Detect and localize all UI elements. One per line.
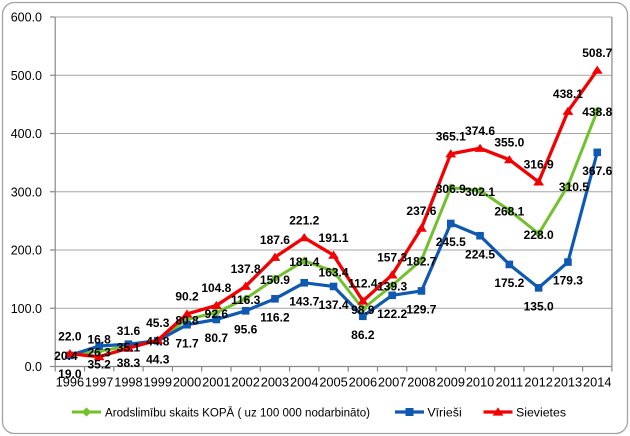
svg-text:44.3: 44.3 [146,352,170,366]
svg-text:104.8: 104.8 [201,281,231,295]
svg-text:191.1: 191.1 [319,231,349,245]
svg-text:0.0: 0.0 [25,360,42,374]
svg-text:Arodslimību skaits KOPĀ ( uz 1: Arodslimību skaits KOPĀ ( uz 100 000 nod… [105,406,370,420]
svg-text:365.1: 365.1 [436,130,466,144]
svg-text:45.3: 45.3 [146,316,170,330]
svg-text:1996: 1996 [56,375,84,390]
svg-text:35.2: 35.2 [87,358,111,372]
svg-text:90.2: 90.2 [175,290,199,304]
svg-text:400.0: 400.0 [11,127,42,141]
svg-text:135.0: 135.0 [524,299,554,313]
svg-text:268.1: 268.1 [494,205,524,219]
svg-text:2002: 2002 [231,375,259,390]
svg-text:137.4: 137.4 [319,298,349,312]
svg-text:355.0: 355.0 [494,135,524,149]
svg-text:175.2: 175.2 [494,276,524,290]
svg-text:1997: 1997 [85,375,113,390]
svg-text:306.9: 306.9 [436,182,466,196]
svg-text:2012: 2012 [524,375,552,390]
svg-text:2000: 2000 [173,375,201,390]
svg-text:367.6: 367.6 [582,164,612,178]
svg-text:98.9: 98.9 [351,303,375,317]
svg-text:92.6: 92.6 [205,307,229,321]
svg-text:26.3: 26.3 [87,345,111,359]
svg-text:200.0: 200.0 [11,244,42,258]
svg-text:Vīrieši: Vīrieši [427,406,461,420]
svg-text:374.6: 374.6 [465,124,495,138]
svg-text:2009: 2009 [437,375,465,390]
svg-text:245.5: 245.5 [436,235,466,249]
svg-text:302.1: 302.1 [465,185,495,199]
svg-text:31.6: 31.6 [117,324,141,338]
svg-text:129.7: 129.7 [406,303,436,317]
svg-text:150.9: 150.9 [260,273,290,287]
svg-text:181.4: 181.4 [289,255,319,269]
svg-text:35.1: 35.1 [117,340,141,354]
svg-text:2007: 2007 [378,375,406,390]
svg-text:2013: 2013 [554,375,582,390]
svg-text:1998: 1998 [114,375,142,390]
svg-text:187.6: 187.6 [260,233,290,247]
svg-text:139.3: 139.3 [377,280,407,294]
svg-text:600.0: 600.0 [11,11,42,25]
svg-text:224.5: 224.5 [465,247,495,261]
svg-text:157.3: 157.3 [377,251,407,265]
svg-text:19.0: 19.0 [58,367,82,381]
svg-text:143.7: 143.7 [289,294,319,308]
svg-text:2004: 2004 [290,375,318,390]
svg-text:137.8: 137.8 [231,262,261,276]
svg-text:2006: 2006 [349,375,377,390]
svg-text:310.5: 310.5 [559,180,589,194]
svg-text:Sievietes: Sievietes [516,406,566,420]
svg-text:300.0: 300.0 [11,185,42,199]
svg-text:2005: 2005 [319,375,347,390]
svg-text:20.4: 20.4 [54,349,78,363]
svg-text:71.7: 71.7 [175,336,199,350]
svg-text:2001: 2001 [202,375,230,390]
svg-text:2008: 2008 [407,375,435,390]
svg-text:16.8: 16.8 [87,332,111,346]
svg-text:500.0: 500.0 [11,69,42,83]
svg-text:163.4: 163.4 [319,266,349,280]
svg-text:95.6: 95.6 [234,322,258,336]
svg-text:122.2: 122.2 [377,307,407,321]
svg-text:316.9: 316.9 [524,158,554,172]
svg-text:116.3: 116.3 [231,293,261,307]
svg-text:80.7: 80.7 [205,331,229,345]
svg-text:2003: 2003 [261,375,289,390]
svg-text:116.2: 116.2 [260,310,290,324]
svg-text:2014: 2014 [583,375,611,390]
svg-text:86.2: 86.2 [351,328,375,342]
svg-text:100.0: 100.0 [11,302,42,316]
svg-text:221.2: 221.2 [289,213,319,227]
svg-text:438.1: 438.1 [553,87,583,101]
svg-text:508.7: 508.7 [582,46,612,60]
svg-text:44.8: 44.8 [146,335,170,349]
svg-text:228.0: 228.0 [524,228,554,242]
svg-text:438.8: 438.8 [582,105,612,119]
svg-text:38.3: 38.3 [117,356,141,370]
svg-text:80.8: 80.8 [175,314,199,328]
svg-text:2011: 2011 [496,375,524,390]
svg-text:182.7: 182.7 [406,254,436,268]
svg-text:237.6: 237.6 [406,204,436,218]
svg-text:1999: 1999 [144,375,172,390]
svg-text:179.3: 179.3 [553,274,583,288]
svg-text:112.4: 112.4 [348,277,378,291]
svg-text:22.0: 22.0 [58,329,82,343]
svg-text:2010: 2010 [466,375,494,390]
